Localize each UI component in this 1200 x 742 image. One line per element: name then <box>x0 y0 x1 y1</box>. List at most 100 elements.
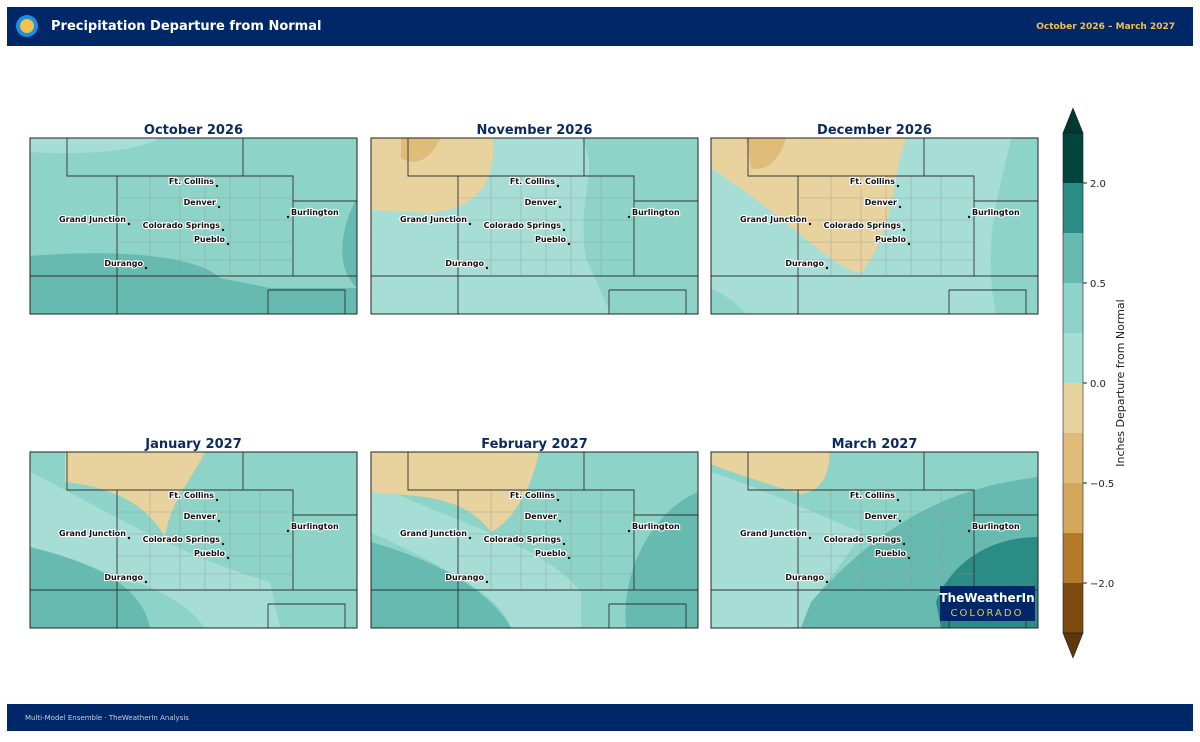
map-frame <box>370 137 699 315</box>
city-dot <box>556 184 560 188</box>
city-label: Grand Junction <box>740 529 807 538</box>
map-frame <box>710 451 1039 629</box>
brand-name: TheWeatherIn <box>939 591 1034 605</box>
footer-bar <box>7 704 1193 731</box>
city-dot <box>221 228 225 232</box>
city-label: Colorado Springs <box>824 535 902 544</box>
colorbar-band <box>1063 133 1083 183</box>
city-dot <box>556 498 560 502</box>
county-lines <box>798 176 974 276</box>
map-panel: December 2026 Ft. Collins Denver Grand Junc… <box>710 123 1039 315</box>
colorbar-tick-label: −2.0 <box>1090 579 1114 590</box>
county-lines <box>458 490 634 590</box>
city-label: Denver <box>525 512 557 521</box>
colorbar-band <box>1063 583 1083 633</box>
city-dot <box>221 542 225 546</box>
shade-region <box>711 138 906 273</box>
city-label: Burlington <box>291 208 339 217</box>
state-borders <box>711 138 1038 314</box>
city-dot <box>558 205 562 209</box>
map-panel: October 2026 Ft. Collins Denver Grand Junct… <box>29 123 358 315</box>
city-dot <box>898 205 902 209</box>
city-dot <box>808 536 812 540</box>
city-label: Colorado Springs <box>143 535 221 544</box>
city-label: Grand Junction <box>59 529 126 538</box>
city-label: Durango <box>785 573 824 582</box>
colorbar: 2.0 0.5 0.0 −0.5 −2.0 Inches Departure from N… <box>1062 107 1127 659</box>
city-dot <box>627 529 631 533</box>
city-label: Pueblo <box>194 549 225 558</box>
city-label: Colorado Springs <box>143 221 221 230</box>
city-dot <box>468 536 472 540</box>
colorbar-arrow-top <box>1062 107 1084 134</box>
city-label: Ft. Collins <box>510 177 555 186</box>
colorbar-band <box>1063 433 1083 483</box>
header-date-range: October 2026 – March 2027 <box>1036 22 1175 32</box>
city-dot <box>902 542 906 546</box>
map-frame <box>710 137 1039 315</box>
city-dot <box>468 222 472 226</box>
shading <box>711 138 1038 314</box>
city-label: Pueblo <box>194 235 225 244</box>
city-dot <box>808 222 812 226</box>
colorbar-band <box>1063 383 1083 433</box>
city-dot <box>215 498 219 502</box>
shading <box>371 452 698 628</box>
city-label: Burlington <box>972 522 1020 531</box>
shade-region <box>581 138 698 314</box>
city-dot <box>485 266 489 270</box>
city-dot <box>286 529 290 533</box>
city-dot <box>967 529 971 533</box>
city-dot <box>562 228 566 232</box>
city-dot <box>562 542 566 546</box>
city-label: Grand Junction <box>740 215 807 224</box>
map-frame <box>29 137 358 315</box>
city-label: Colorado Springs <box>484 221 562 230</box>
city-dot <box>215 184 219 188</box>
city-dot <box>825 266 829 270</box>
shade-region <box>30 253 357 314</box>
header-bar <box>7 7 1193 46</box>
city-label: Grand Junction <box>59 215 126 224</box>
panel-title: March 2027 <box>832 437 918 452</box>
city-label: Denver <box>865 198 897 207</box>
city-label: Pueblo <box>535 549 566 558</box>
city-label: Denver <box>865 512 897 521</box>
panel-title: December 2026 <box>817 123 932 138</box>
shading <box>30 138 357 314</box>
state-borders <box>371 138 698 314</box>
footer-source: Multi-Model Ensemble · TheWeatherIn Anal… <box>25 714 189 722</box>
city-label: Denver <box>184 512 216 521</box>
map-panel: January 2027 Ft. Collins Denver Grand Junct… <box>29 437 358 629</box>
city-label: Durango <box>445 259 484 268</box>
brand-region: COLORADO <box>951 608 1024 619</box>
city-dot <box>567 242 571 246</box>
city-dot <box>967 215 971 219</box>
colorbar-band <box>1063 483 1083 533</box>
panel-title: November 2026 <box>477 123 593 138</box>
city-label: Denver <box>525 198 557 207</box>
county-lines <box>117 490 293 590</box>
city-dot <box>896 498 900 502</box>
city-dot <box>567 556 571 560</box>
city-dot <box>226 556 230 560</box>
city-dot <box>907 242 911 246</box>
city-label: Ft. Collins <box>169 177 214 186</box>
city-dot <box>217 205 221 209</box>
city-label: Colorado Springs <box>484 535 562 544</box>
logo-icon-sun <box>20 19 34 33</box>
city-label: Burlington <box>291 522 339 531</box>
shade-region <box>342 198 357 288</box>
state-borders <box>30 452 357 628</box>
city-label: Burlington <box>972 208 1020 217</box>
shade-region <box>711 472 861 628</box>
city-dot <box>127 536 131 540</box>
city-label: Durango <box>104 573 143 582</box>
shade-region <box>30 547 150 628</box>
city-dot <box>825 580 829 584</box>
colorbar-band <box>1063 533 1083 583</box>
colorbar-tick-label: 0.0 <box>1090 379 1106 390</box>
city-dot <box>127 222 131 226</box>
city-dot <box>217 519 221 523</box>
